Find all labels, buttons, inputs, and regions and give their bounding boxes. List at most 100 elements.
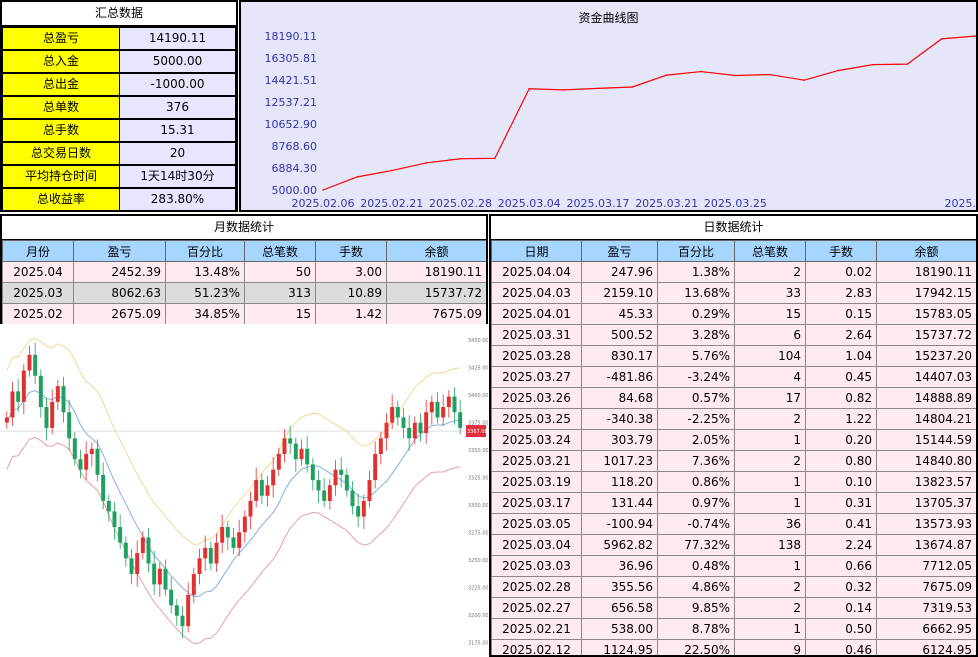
table-cell: 14407.03 bbox=[876, 366, 976, 388]
table-row[interactable]: 2025.03.25 -340.38 -2.25% 2 1.22 14804.21 bbox=[491, 408, 976, 430]
table-row[interactable]: 2025.02.28 355.56 4.86% 2 0.32 7675.09 bbox=[491, 576, 976, 598]
data-point bbox=[975, 35, 976, 37]
column-header[interactable]: 手数 bbox=[805, 240, 877, 262]
table-cell: 0.80 bbox=[805, 450, 877, 472]
table-row[interactable]: 2025.03 8062.63 51.23% 313 10.89 15737.72 bbox=[2, 282, 486, 304]
table-row[interactable]: 2025.03.27 -481.86 -3.24% 4 0.45 14407.03 bbox=[491, 366, 976, 388]
table-cell: 0.32 bbox=[805, 576, 877, 598]
table-cell: 1 bbox=[734, 492, 806, 514]
table-cell: 1017.23 bbox=[581, 450, 658, 472]
column-header[interactable]: 余额 bbox=[386, 240, 486, 262]
data-point bbox=[528, 87, 531, 90]
table-row[interactable]: 2025.03.17 131.44 0.97% 1 0.31 13705.37 bbox=[491, 492, 976, 514]
data-point bbox=[734, 74, 737, 77]
candle bbox=[197, 558, 202, 574]
price-axis-label: 3350.00 bbox=[468, 448, 488, 454]
table-row[interactable]: 2025.02.21 538.00 8.78% 1 0.50 6662.95 bbox=[491, 618, 976, 640]
table-cell: 2025.03.17 bbox=[491, 492, 582, 514]
candle bbox=[208, 547, 213, 564]
column-header[interactable]: 手数 bbox=[315, 240, 387, 262]
candle bbox=[72, 438, 77, 460]
table-cell: 0.10 bbox=[805, 471, 877, 493]
table-cell: 7319.53 bbox=[876, 597, 976, 619]
summary-row: 平均持仓时间 1天14时30分 bbox=[2, 165, 236, 188]
table-row[interactable]: 2025.03.28 830.17 5.76% 104 1.04 15237.20 bbox=[491, 345, 976, 367]
table-cell: -0.74% bbox=[657, 513, 735, 535]
data-point bbox=[803, 79, 805, 81]
table-cell: 2025.03.05 bbox=[491, 513, 582, 535]
table-row[interactable]: 2025.03.03 36.96 0.48% 1 0.66 7712.05 bbox=[491, 555, 976, 577]
table-cell: 2025.03.27 bbox=[491, 366, 582, 388]
table-row[interactable]: 2025.04 2452.39 13.48% 50 3.00 18190.11 bbox=[2, 261, 486, 283]
column-header[interactable]: 百分比 bbox=[165, 240, 245, 262]
table-row[interactable]: 2025.03.05 -100.94 -0.74% 36 0.41 13573.93 bbox=[491, 513, 976, 535]
table-cell: 0.48% bbox=[657, 555, 735, 577]
summary-title: 汇总数据 bbox=[2, 2, 236, 27]
table-row[interactable]: 2025.03.21 1017.23 7.36% 2 0.80 14840.80 bbox=[491, 450, 976, 472]
column-header[interactable]: 总笔数 bbox=[734, 240, 806, 262]
table-cell: 18190.11 bbox=[876, 261, 976, 283]
table-row[interactable]: 2025.03.26 84.68 0.57% 17 0.82 14888.89 bbox=[491, 387, 976, 409]
summary-row: 总收益率 283.80% bbox=[2, 188, 236, 211]
table-cell: 1 bbox=[734, 555, 806, 577]
table-row[interactable]: 2025.04.04 247.96 1.38% 2 0.02 18190.11 bbox=[491, 261, 976, 283]
column-header[interactable]: 日期 bbox=[491, 240, 582, 262]
price-axis-label: 3175.00 bbox=[468, 641, 488, 647]
summary-value: 20 bbox=[120, 142, 236, 165]
table-cell: 0.29% bbox=[657, 303, 735, 325]
price-axis-label: 3300.00 bbox=[468, 503, 488, 509]
column-header[interactable]: 总笔数 bbox=[244, 240, 316, 262]
data-point bbox=[665, 74, 668, 76]
column-header[interactable]: 盈亏 bbox=[73, 240, 166, 262]
table-cell: 84.68 bbox=[581, 387, 658, 409]
summary-row: 总入金 5000.00 bbox=[2, 50, 236, 73]
candle bbox=[231, 537, 236, 548]
table-cell: 8062.63 bbox=[73, 282, 166, 304]
candle bbox=[10, 391, 15, 418]
data-point bbox=[631, 86, 634, 88]
table-cell: 2025.03.31 bbox=[491, 324, 582, 346]
table-row[interactable]: 2025.04.03 2159.10 13.68% 33 2.83 17942.15 bbox=[491, 282, 976, 304]
table-cell: 0.45 bbox=[805, 366, 877, 388]
candle bbox=[123, 542, 128, 559]
candle bbox=[157, 568, 162, 585]
table-cell: 10.89 bbox=[315, 282, 387, 304]
table-cell: 2025.04 bbox=[2, 261, 74, 283]
table-row[interactable]: 2025.03.31 500.52 3.28% 6 2.64 15737.72 bbox=[491, 324, 976, 346]
table-cell: 13823.57 bbox=[876, 471, 976, 493]
table-row[interactable]: 2025.03.04 5962.82 77.32% 138 2.24 13674.87 bbox=[491, 534, 976, 556]
summary-value: 5000.00 bbox=[120, 50, 236, 73]
table-cell: 2675.09 bbox=[73, 303, 166, 324]
candle bbox=[27, 354, 32, 371]
column-header[interactable]: 盈亏 bbox=[581, 240, 658, 262]
table-cell: 2 bbox=[734, 408, 806, 430]
table-cell: 0.50 bbox=[805, 618, 877, 640]
table-row[interactable]: 2025.03.24 303.79 2.05% 1 0.20 15144.59 bbox=[491, 429, 976, 451]
x-tick-label: 2025.03.21 bbox=[635, 197, 698, 210]
column-header[interactable]: 余额 bbox=[876, 240, 976, 262]
table-row[interactable]: 2025.02.27 656.58 9.85% 2 0.14 7319.53 bbox=[491, 597, 976, 619]
current-price-tag bbox=[466, 425, 486, 438]
table-cell: 0.41 bbox=[805, 513, 877, 535]
data-point bbox=[597, 87, 599, 90]
table-row[interactable]: 2025.03.19 118.20 0.86% 1 0.10 13823.57 bbox=[491, 471, 976, 493]
data-point bbox=[356, 176, 359, 178]
summary-row: 总手数 15.31 bbox=[2, 119, 236, 142]
candle bbox=[50, 401, 55, 428]
candle bbox=[356, 506, 361, 517]
data-point bbox=[494, 157, 496, 160]
table-row[interactable]: 2025.02.12 1124.95 22.50% 9 0.46 6124.95 bbox=[491, 639, 976, 655]
table-row[interactable]: 2025.04.01 45.33 0.29% 15 0.15 15783.05 bbox=[491, 303, 976, 325]
data-point bbox=[425, 162, 427, 164]
table-cell: 15144.59 bbox=[876, 429, 976, 451]
table-cell: 2025.03.19 bbox=[491, 471, 582, 493]
column-header[interactable]: 月份 bbox=[2, 240, 74, 262]
table-cell: 2025.02.12 bbox=[491, 639, 582, 655]
table-row[interactable]: 2025.02 2675.09 34.85% 15 1.42 7675.09 bbox=[2, 303, 486, 324]
column-header[interactable]: 百分比 bbox=[657, 240, 735, 262]
candle bbox=[333, 469, 338, 486]
summary-rows: 总盈亏 14190.11 总入金 5000.00 总出金 -1000.00 总单数 376 总手… bbox=[2, 27, 236, 211]
table-cell: 6 bbox=[734, 324, 806, 346]
candle bbox=[140, 537, 145, 554]
table-cell: 18190.11 bbox=[386, 261, 486, 283]
